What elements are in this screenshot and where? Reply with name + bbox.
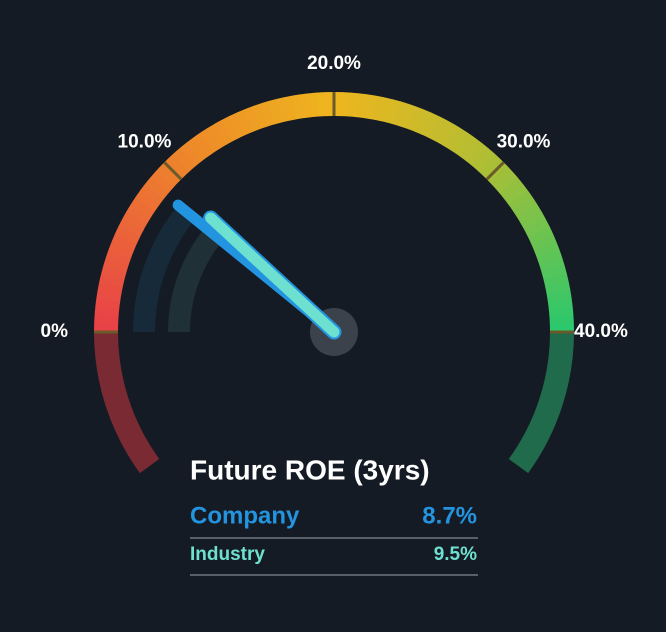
gauge-band (251, 103, 268, 130)
gauge-band (478, 153, 502, 177)
gauge-band (111, 234, 137, 252)
legend-label: Industry (190, 544, 265, 565)
gauge-band (135, 190, 160, 212)
gauge-band (536, 249, 563, 266)
gauge-band (349, 92, 360, 118)
gauge-band (386, 99, 401, 125)
gauge-band (539, 257, 565, 273)
gauge-band (521, 211, 547, 231)
gauge-band (192, 132, 214, 158)
gauge-band (371, 95, 385, 121)
gauge-band (448, 128, 469, 154)
gauge-band (179, 142, 202, 167)
gauge-band (186, 137, 208, 162)
gauge-band (541, 265, 567, 281)
gauge-band (126, 204, 152, 225)
gauge-band (275, 97, 290, 123)
tick-label: 0% (41, 321, 69, 342)
gauge-band (513, 197, 538, 218)
gauge-band (472, 148, 495, 172)
gauge-band (236, 109, 254, 135)
gauge-band (414, 109, 432, 135)
gauge-band (130, 197, 156, 218)
gauge-band (378, 97, 393, 123)
gauge-band (308, 92, 320, 118)
gauge-band (144, 177, 169, 200)
gauge-band (428, 116, 448, 142)
gauge-band (221, 116, 240, 142)
gauge-band (543, 273, 569, 288)
gauge-band (108, 241, 134, 259)
gauge-band (114, 226, 141, 245)
gauge-band (228, 112, 247, 138)
gauge-band (155, 164, 179, 188)
gauge-band (504, 184, 529, 206)
gauge-band (118, 218, 144, 238)
gauge-band (364, 94, 377, 120)
tick-mark (485, 161, 505, 181)
gauge-band (199, 128, 220, 153)
gauge-band (528, 226, 554, 245)
gauge-band (524, 219, 550, 238)
gauge-band (460, 137, 483, 163)
gauge-band (300, 93, 312, 119)
gauge-band (167, 153, 190, 177)
gauge-band (213, 119, 233, 145)
gauge-band (407, 106, 425, 132)
tick-label: 30.0% (497, 132, 551, 153)
gauge-extension (94, 331, 160, 474)
gauge-band (499, 177, 524, 200)
gauge-extension (508, 331, 574, 474)
gauge-band (267, 99, 283, 125)
value-label: 8.7% (422, 502, 477, 529)
gauge-band (494, 171, 519, 194)
gauge-band (284, 95, 297, 121)
gauge-band (105, 249, 132, 266)
gauge-band (546, 290, 572, 303)
tick-label: 40.0% (574, 321, 628, 342)
gauge-band (393, 101, 409, 127)
legend-label: Company (190, 502, 300, 529)
tick-label: 10.0% (118, 132, 172, 153)
gauge-band (441, 124, 462, 150)
gauge-band (466, 142, 489, 167)
gauge-band (421, 112, 440, 139)
tick-label: 20.0% (307, 53, 361, 74)
gauge-band (545, 282, 571, 295)
gauge-band (173, 147, 196, 172)
gauge-band (139, 183, 165, 206)
gauge-band (547, 298, 573, 310)
gauge-band (101, 265, 127, 280)
gauge-band (96, 289, 122, 302)
chart-title: Future ROE (3yrs) (190, 454, 430, 485)
gauge-band (97, 281, 123, 295)
gauge-band (356, 93, 368, 119)
gauge-band (122, 211, 148, 231)
gauge-band (508, 190, 534, 212)
needle (205, 212, 340, 338)
gauge-band (150, 171, 174, 194)
value-track (133, 205, 196, 333)
gauge-band (548, 306, 574, 318)
gauge-band (454, 133, 476, 158)
gauge-band (206, 123, 227, 149)
gauge-band (531, 234, 557, 252)
gauge-band (400, 103, 417, 130)
gauge-band (517, 204, 543, 225)
gauge-band (534, 242, 560, 259)
gauge-band (244, 106, 261, 132)
gauge-band (103, 257, 129, 273)
gauge-band (489, 165, 513, 188)
gauge-band (94, 306, 120, 317)
value-label: 9.5% (434, 544, 477, 565)
tick-mark (163, 161, 183, 181)
gauge-band (99, 273, 125, 288)
gauge-band (292, 94, 305, 120)
gauge-band (435, 120, 455, 146)
gauge-band (259, 101, 275, 127)
gauge-band (95, 298, 121, 310)
